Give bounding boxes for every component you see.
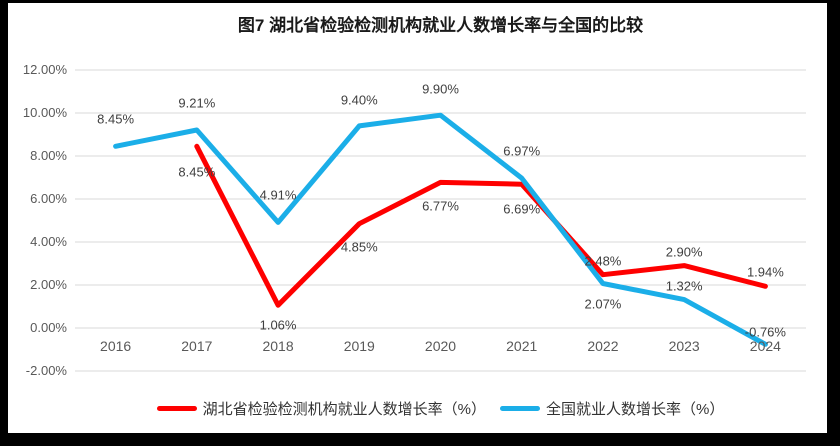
series-line-hubei <box>194 143 768 308</box>
legend-swatch-hubei-icon <box>156 405 197 411</box>
legend-label-national: 全国就业人数增长率（%） <box>546 400 725 418</box>
y-tick-label: 4.00% <box>30 234 67 249</box>
data-label: 6.97% <box>503 143 541 159</box>
legend-swatch-national-icon <box>500 405 540 411</box>
data-label: 2.90% <box>665 244 703 260</box>
y-tick-label: 6.00% <box>30 191 67 206</box>
plot-svg <box>75 69 806 372</box>
legend: 湖北省检验检测机构就业人数增长率（%） 全国就业人数增长率（%） <box>75 397 806 419</box>
data-label: 9.21% <box>178 95 216 111</box>
data-label: 1.06% <box>259 317 297 333</box>
x-tick-label: 2024 <box>749 338 781 354</box>
y-tick-label: -2.00% <box>25 363 67 378</box>
x-tick-label: 2020 <box>424 338 457 354</box>
data-label: 9.40% <box>340 92 378 108</box>
plot-area <box>8 3 827 433</box>
data-label: -0.76% <box>744 324 786 340</box>
x-tick-label: 2021 <box>506 338 538 354</box>
y-tick-label: 10.00% <box>22 105 67 120</box>
y-tick-label: 8.00% <box>30 148 67 163</box>
legend-label-hubei: 湖北省检验检测机构就业人数增长率（%） <box>202 400 486 418</box>
data-label: 9.90% <box>422 81 459 97</box>
legend-item-national: 全国就业人数增长率（%） <box>500 398 724 419</box>
y-tick-label: 0.00% <box>30 320 67 335</box>
legend-item-hubei: 湖北省检验检测机构就业人数增长率（%） <box>156 398 486 419</box>
data-label: 2.07% <box>584 296 622 312</box>
data-label: 4.91% <box>259 187 297 203</box>
data-label: 8.45% <box>178 164 216 180</box>
data-label: 1.94% <box>746 264 784 280</box>
data-label: 4.85% <box>340 239 378 255</box>
x-tick-label: 2017 <box>181 338 213 354</box>
data-label: 6.77% <box>422 198 459 214</box>
x-tick-label: 2018 <box>262 338 294 354</box>
x-tick-label: 2023 <box>668 338 700 354</box>
x-tick-label: 2016 <box>100 338 132 354</box>
data-label: 2.48% <box>584 253 622 269</box>
y-tick-label: 2.00% <box>30 277 67 292</box>
series-line-national <box>113 112 768 347</box>
chart-canvas: 图7 湖北省检验检测机构就业人数增长率与全国的比较 湖北省检验检测机构就业人数增… <box>8 3 827 433</box>
x-tick-label: 2022 <box>587 338 619 354</box>
y-tick-label: 12.00% <box>22 62 67 77</box>
data-label: 8.45% <box>97 111 135 127</box>
x-tick-label: 2019 <box>343 338 375 354</box>
data-label: 6.69% <box>503 201 541 217</box>
chart-title: 图7 湖北省检验检测机构就业人数增长率与全国的比较 <box>237 16 644 35</box>
data-label: 1.32% <box>665 278 703 294</box>
